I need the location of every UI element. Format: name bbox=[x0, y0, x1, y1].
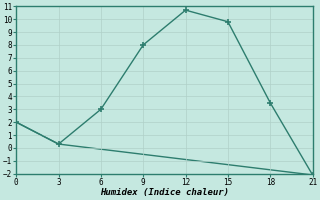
X-axis label: Humidex (Indice chaleur): Humidex (Indice chaleur) bbox=[100, 188, 229, 197]
